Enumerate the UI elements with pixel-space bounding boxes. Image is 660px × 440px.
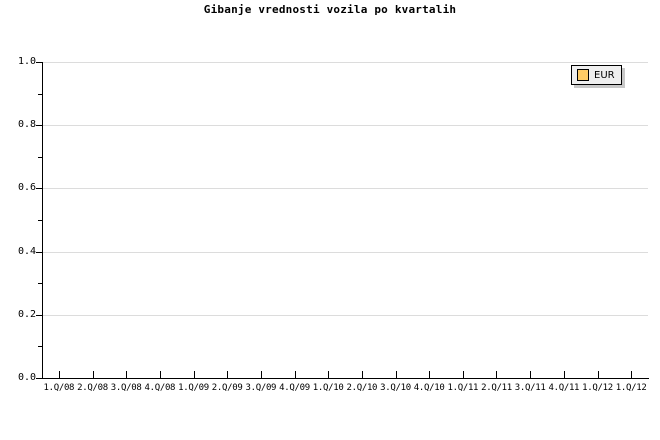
x-axis-tick-label: 3.Q/09 [245,383,277,393]
x-axis-tick-label: 2.Q/09 [211,383,243,393]
x-axis-tick-label: 3.Q/08 [110,383,142,393]
y-axis-tick-label: 0.8 [17,119,36,131]
x-axis-line [42,378,649,379]
x-axis-tick [362,371,363,378]
x-axis-tick [631,371,632,378]
x-axis-tick-label: 2.Q/11 [481,383,512,393]
x-axis-tick [496,371,497,378]
y-axis-tick [36,125,42,127]
y-axis-tick-label: 0.4 [17,245,36,257]
x-axis-tick-label: 1.Q/08 [43,383,75,393]
legend-label: EUR [594,69,615,81]
y-axis-tick [36,378,42,379]
plot-background [42,62,648,378]
y-axis-minor-tick [38,93,42,95]
x-axis-tick-label: 1.Q/10 [312,383,344,393]
y-axis-line [42,62,43,379]
gridline [42,188,648,190]
x-axis-tick [429,371,430,378]
y-axis-tick [36,314,42,316]
y-axis-tick-label: 0.0 [17,372,36,383]
x-axis-tick [126,371,127,378]
y-axis-minor-tick [38,283,42,285]
chart-title: Gibanje vrednosti vozila po kvartalih [203,3,457,16]
legend-swatch-eur [577,69,589,81]
plot-area [42,62,648,379]
x-axis-tick-label: 1.Q/12 [582,383,613,393]
x-axis-tick [598,371,599,378]
x-axis-tick-label: 2.Q/10 [346,383,378,393]
x-axis-tick-label: 1.Q/11 [447,383,479,393]
x-axis-tick-label: 3.Q/11 [514,383,546,393]
x-axis-tick [295,371,296,378]
x-axis-tick [160,371,161,378]
x-axis-tick [530,371,531,378]
x-axis-tick-label: 3.Q/10 [380,383,411,393]
x-axis-tick [227,371,228,378]
x-axis-tick-label: 4.Q/09 [279,383,310,393]
y-axis-tick-label: 0.2 [17,308,36,320]
y-axis-tick [36,62,42,63]
x-axis-tick [93,371,94,378]
y-axis-tick-label: 1.0 [17,56,36,67]
y-axis-tick-label: 0.6 [17,182,36,194]
x-axis-tick-label: 4.Q/10 [413,383,445,393]
x-axis-tick [261,371,262,378]
x-axis-tick [328,371,329,378]
y-axis-tick [36,251,42,253]
x-axis-tick-label: 1.Q/09 [178,383,209,393]
x-axis-tick-label: 1.Q/12 [615,383,647,393]
x-axis-tick-label: 4.Q/11 [548,383,580,393]
x-axis-tick [194,371,195,378]
x-axis-tick [463,371,464,378]
gridline [42,125,648,127]
gridline [42,251,648,253]
gridline [42,314,648,316]
x-axis-tick [396,371,397,378]
y-axis-tick [36,188,42,190]
x-axis-tick [564,371,565,378]
y-axis-minor-tick [38,346,42,348]
y-axis-labels: 0.0 0.2 0.4 0.6 0.8 1.0 [0,0,36,440]
x-axis-tick-label: 2.Q/08 [77,383,108,393]
y-axis-minor-tick [38,220,42,221]
y-axis-minor-tick [38,156,42,158]
x-axis-tick [59,371,60,378]
gridline [42,62,648,63]
legend[interactable]: EUR [571,65,622,85]
x-axis-tick-label: 4.Q/08 [144,383,176,393]
